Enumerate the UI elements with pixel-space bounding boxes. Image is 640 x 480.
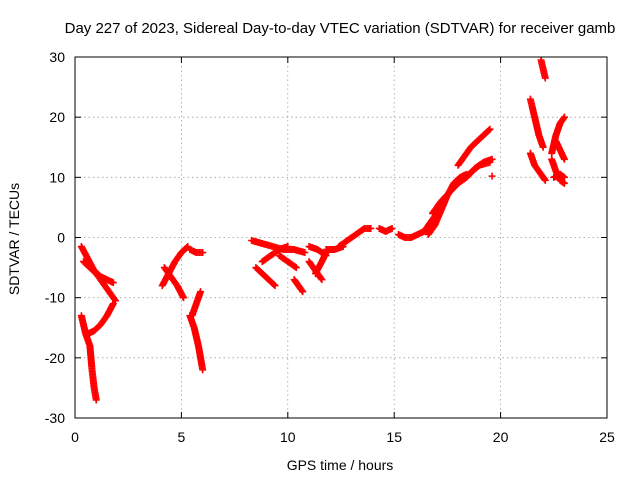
data-point — [270, 281, 278, 289]
y-axis-label: SDTVAR / TECUs — [6, 183, 22, 295]
data-point — [367, 224, 375, 232]
tick-labels: 0 5 10 15 20 25 30 20 10 0 -10 -20 -30 — [45, 49, 615, 445]
data-point — [291, 263, 299, 271]
data-point — [109, 279, 117, 287]
data-point — [560, 173, 568, 181]
y-tick-label: 20 — [49, 109, 65, 125]
data-point — [488, 172, 496, 180]
y-tick-label: 10 — [49, 169, 65, 185]
data-point — [486, 158, 494, 166]
data-point — [299, 288, 307, 296]
data-point — [317, 274, 325, 282]
data-point — [180, 294, 188, 302]
y-tick-label: -30 — [45, 410, 65, 426]
x-axis-label: GPS time / hours — [287, 457, 394, 473]
data-point — [111, 295, 119, 303]
x-tick-label: 15 — [386, 429, 402, 445]
x-tick-label: 20 — [493, 429, 509, 445]
data-point — [301, 249, 309, 257]
data-points — [77, 56, 568, 404]
y-tick-label: -10 — [45, 290, 65, 306]
data-point — [292, 264, 300, 272]
data-point — [199, 366, 207, 374]
data-point — [485, 126, 493, 134]
x-tick-label: 0 — [71, 429, 79, 445]
data-point — [560, 114, 568, 122]
grid — [75, 57, 607, 418]
data-point — [541, 74, 549, 82]
data-point — [560, 155, 568, 163]
y-tick-label: 30 — [49, 49, 65, 65]
data-point — [92, 396, 100, 404]
plot-frame — [74, 56, 608, 419]
data-point — [298, 286, 306, 294]
data-point — [541, 176, 549, 184]
data-point — [271, 282, 279, 290]
data-point — [560, 113, 568, 121]
data-point — [560, 179, 568, 187]
data-point — [318, 276, 326, 284]
x-tick-label: 5 — [178, 429, 186, 445]
data-point — [284, 243, 292, 251]
data-point — [197, 288, 205, 296]
data-point — [539, 143, 547, 151]
x-tick-label: 25 — [599, 429, 615, 445]
x-tick-label: 10 — [280, 429, 296, 445]
data-point — [199, 249, 207, 257]
data-point — [486, 125, 494, 133]
y-tick-label: -20 — [45, 350, 65, 366]
chart-title: Day 227 of 2023, Sidereal Day-to-day VTE… — [65, 20, 616, 37]
data-point — [388, 224, 396, 232]
data-point — [540, 175, 548, 183]
data-point — [109, 300, 117, 308]
y-tick-label: 0 — [57, 230, 65, 246]
